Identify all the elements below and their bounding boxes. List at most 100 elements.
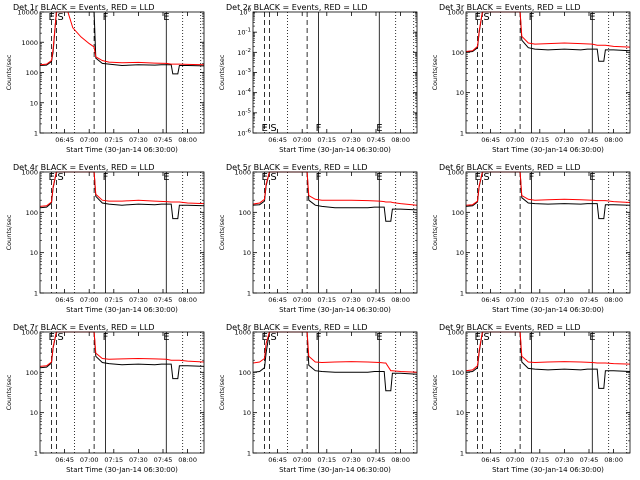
event-marker-label: E [474,332,480,343]
y-tick-label: 1 [460,130,464,138]
x-tick-label: 07:15 [104,456,123,464]
x-tick-label: 07:45 [154,456,173,464]
event-marker-label: E [163,332,169,343]
x-tick-label: 07:45 [580,456,599,464]
y-tick-label: 1000 [234,169,251,177]
x-tick-label: 06:45 [55,136,74,144]
x-tick-label: 07:45 [367,136,386,144]
x-axis-label: Start Time (30-Jan-14 06:30:00) [66,466,178,474]
y-tick-label: 10 [456,249,464,257]
x-tick-label: 07:30 [555,456,574,464]
panel-det-9: Det 9r BLACK = Events, RED = LLD Counts/s… [431,323,631,474]
y-tick-label: 10-6 [237,129,251,138]
y-tick-label: 100 [239,209,251,217]
x-tick-label: 07:45 [580,136,599,144]
x-axis-label: Start Time (30-Jan-14 06:30:00) [66,146,178,154]
y-tick-label: 100 [26,209,38,217]
x-tick-label: 07:45 [367,456,386,464]
y-tick-label: 100 [239,8,251,17]
x-tick-label: 07:15 [530,136,549,144]
panel-det-1: Det 1r BLACK = Events, RED = LLD Counts/s… [5,3,205,154]
plot-frame [465,11,631,134]
plot-frame [39,11,205,134]
y-tick-label: 10 [456,89,464,97]
event-marker-label: S [270,123,276,134]
y-axis-label: Counts/sec [218,54,226,90]
y-tick-label: 1 [34,450,38,458]
panel-det-3: Det 3r BLACK = Events, RED = LLD Counts/s… [431,3,631,154]
panel-det-7: Det 7r BLACK = Events, RED = LLD Counts/s… [5,323,205,474]
event-marker-label: E [261,172,267,183]
event-marker-label: F [316,332,322,343]
x-tick-label: 06:45 [481,456,500,464]
y-tick-label: 10-3 [237,68,251,77]
panel-det-6: Det 6r BLACK = Events, RED = LLD Counts/s… [431,163,631,314]
event-marker-label: F [103,172,109,183]
x-tick-label: 08:00 [391,296,410,304]
y-tick-label: 1 [34,290,38,298]
series-events-line [465,171,631,220]
event-marker-label: E [163,12,169,23]
x-axis-label: Start Time (30-Jan-14 06:30:00) [492,306,604,314]
x-tick-label: 07:30 [129,456,148,464]
x-tick-label: 07:15 [317,136,336,144]
x-tick-label: 07:15 [104,136,123,144]
plot-frame [252,11,418,134]
x-axis-label: Start Time (30-Jan-14 06:30:00) [492,466,604,474]
y-tick-label: 100 [26,69,38,77]
y-tick-label: 100 [452,369,464,377]
event-marker-label: E [474,12,480,23]
event-marker-label: F [529,12,535,23]
x-tick-label: 08:00 [604,296,623,304]
x-tick-label: 06:45 [268,296,287,304]
x-tick-label: 07:00 [293,296,312,304]
y-tick-label: 10 [456,409,464,417]
x-tick-label: 06:45 [481,296,500,304]
panel-det-5: Det 5r BLACK = Events, RED = LLD Counts/s… [218,163,418,314]
y-axis-label: Counts/sec [218,214,226,250]
series-lld-line [465,11,631,52]
x-tick-label: 07:00 [506,136,525,144]
plot-frame [39,171,205,294]
event-marker-label: E [589,332,595,343]
x-tick-label: 07:15 [530,296,549,304]
panel-title: Det 1r BLACK = Events, RED = LLD [13,3,155,12]
y-tick-label: 10-1 [237,28,251,37]
event-marker-label: F [103,12,109,23]
y-tick-label: 10-4 [237,88,251,97]
plot-frame [465,171,631,294]
event-marker-label: S [57,332,63,343]
event-marker-label: F [529,332,535,343]
y-tick-label: 1 [247,290,251,298]
plot-frame [465,331,631,454]
y-tick-label: 10-2 [237,48,251,57]
plot-frame [252,331,418,454]
y-tick-label: 1000 [21,169,38,177]
x-axis-label: Start Time (30-Jan-14 06:30:00) [66,306,178,314]
event-marker-label: E [261,123,267,134]
x-axis-label: Start Time (30-Jan-14 06:30:00) [279,466,391,474]
y-tick-label: 1 [34,130,38,138]
event-marker-label: E [48,12,54,23]
x-tick-label: 07:30 [342,456,361,464]
y-axis-label: Counts/sec [218,374,226,410]
event-marker-label: E [376,172,382,183]
y-tick-label: 1 [460,450,464,458]
x-tick-label: 08:00 [178,136,197,144]
event-marker-label: S [270,172,276,183]
series-events-line [465,331,631,389]
series-lld-line [39,11,205,66]
x-tick-label: 07:00 [80,136,99,144]
x-tick-label: 07:30 [342,296,361,304]
x-tick-label: 08:00 [604,456,623,464]
event-marker-label: E [376,123,382,134]
panel-title: Det 5r BLACK = Events, RED = LLD [226,163,368,172]
x-tick-label: 08:00 [391,456,410,464]
y-tick-label: 1000 [21,39,38,47]
event-marker-label: F [529,172,535,183]
x-tick-label: 08:00 [178,456,197,464]
x-axis-label: Start Time (30-Jan-14 06:30:00) [279,306,391,314]
x-tick-label: 08:00 [391,136,410,144]
x-tick-label: 07:45 [367,296,386,304]
